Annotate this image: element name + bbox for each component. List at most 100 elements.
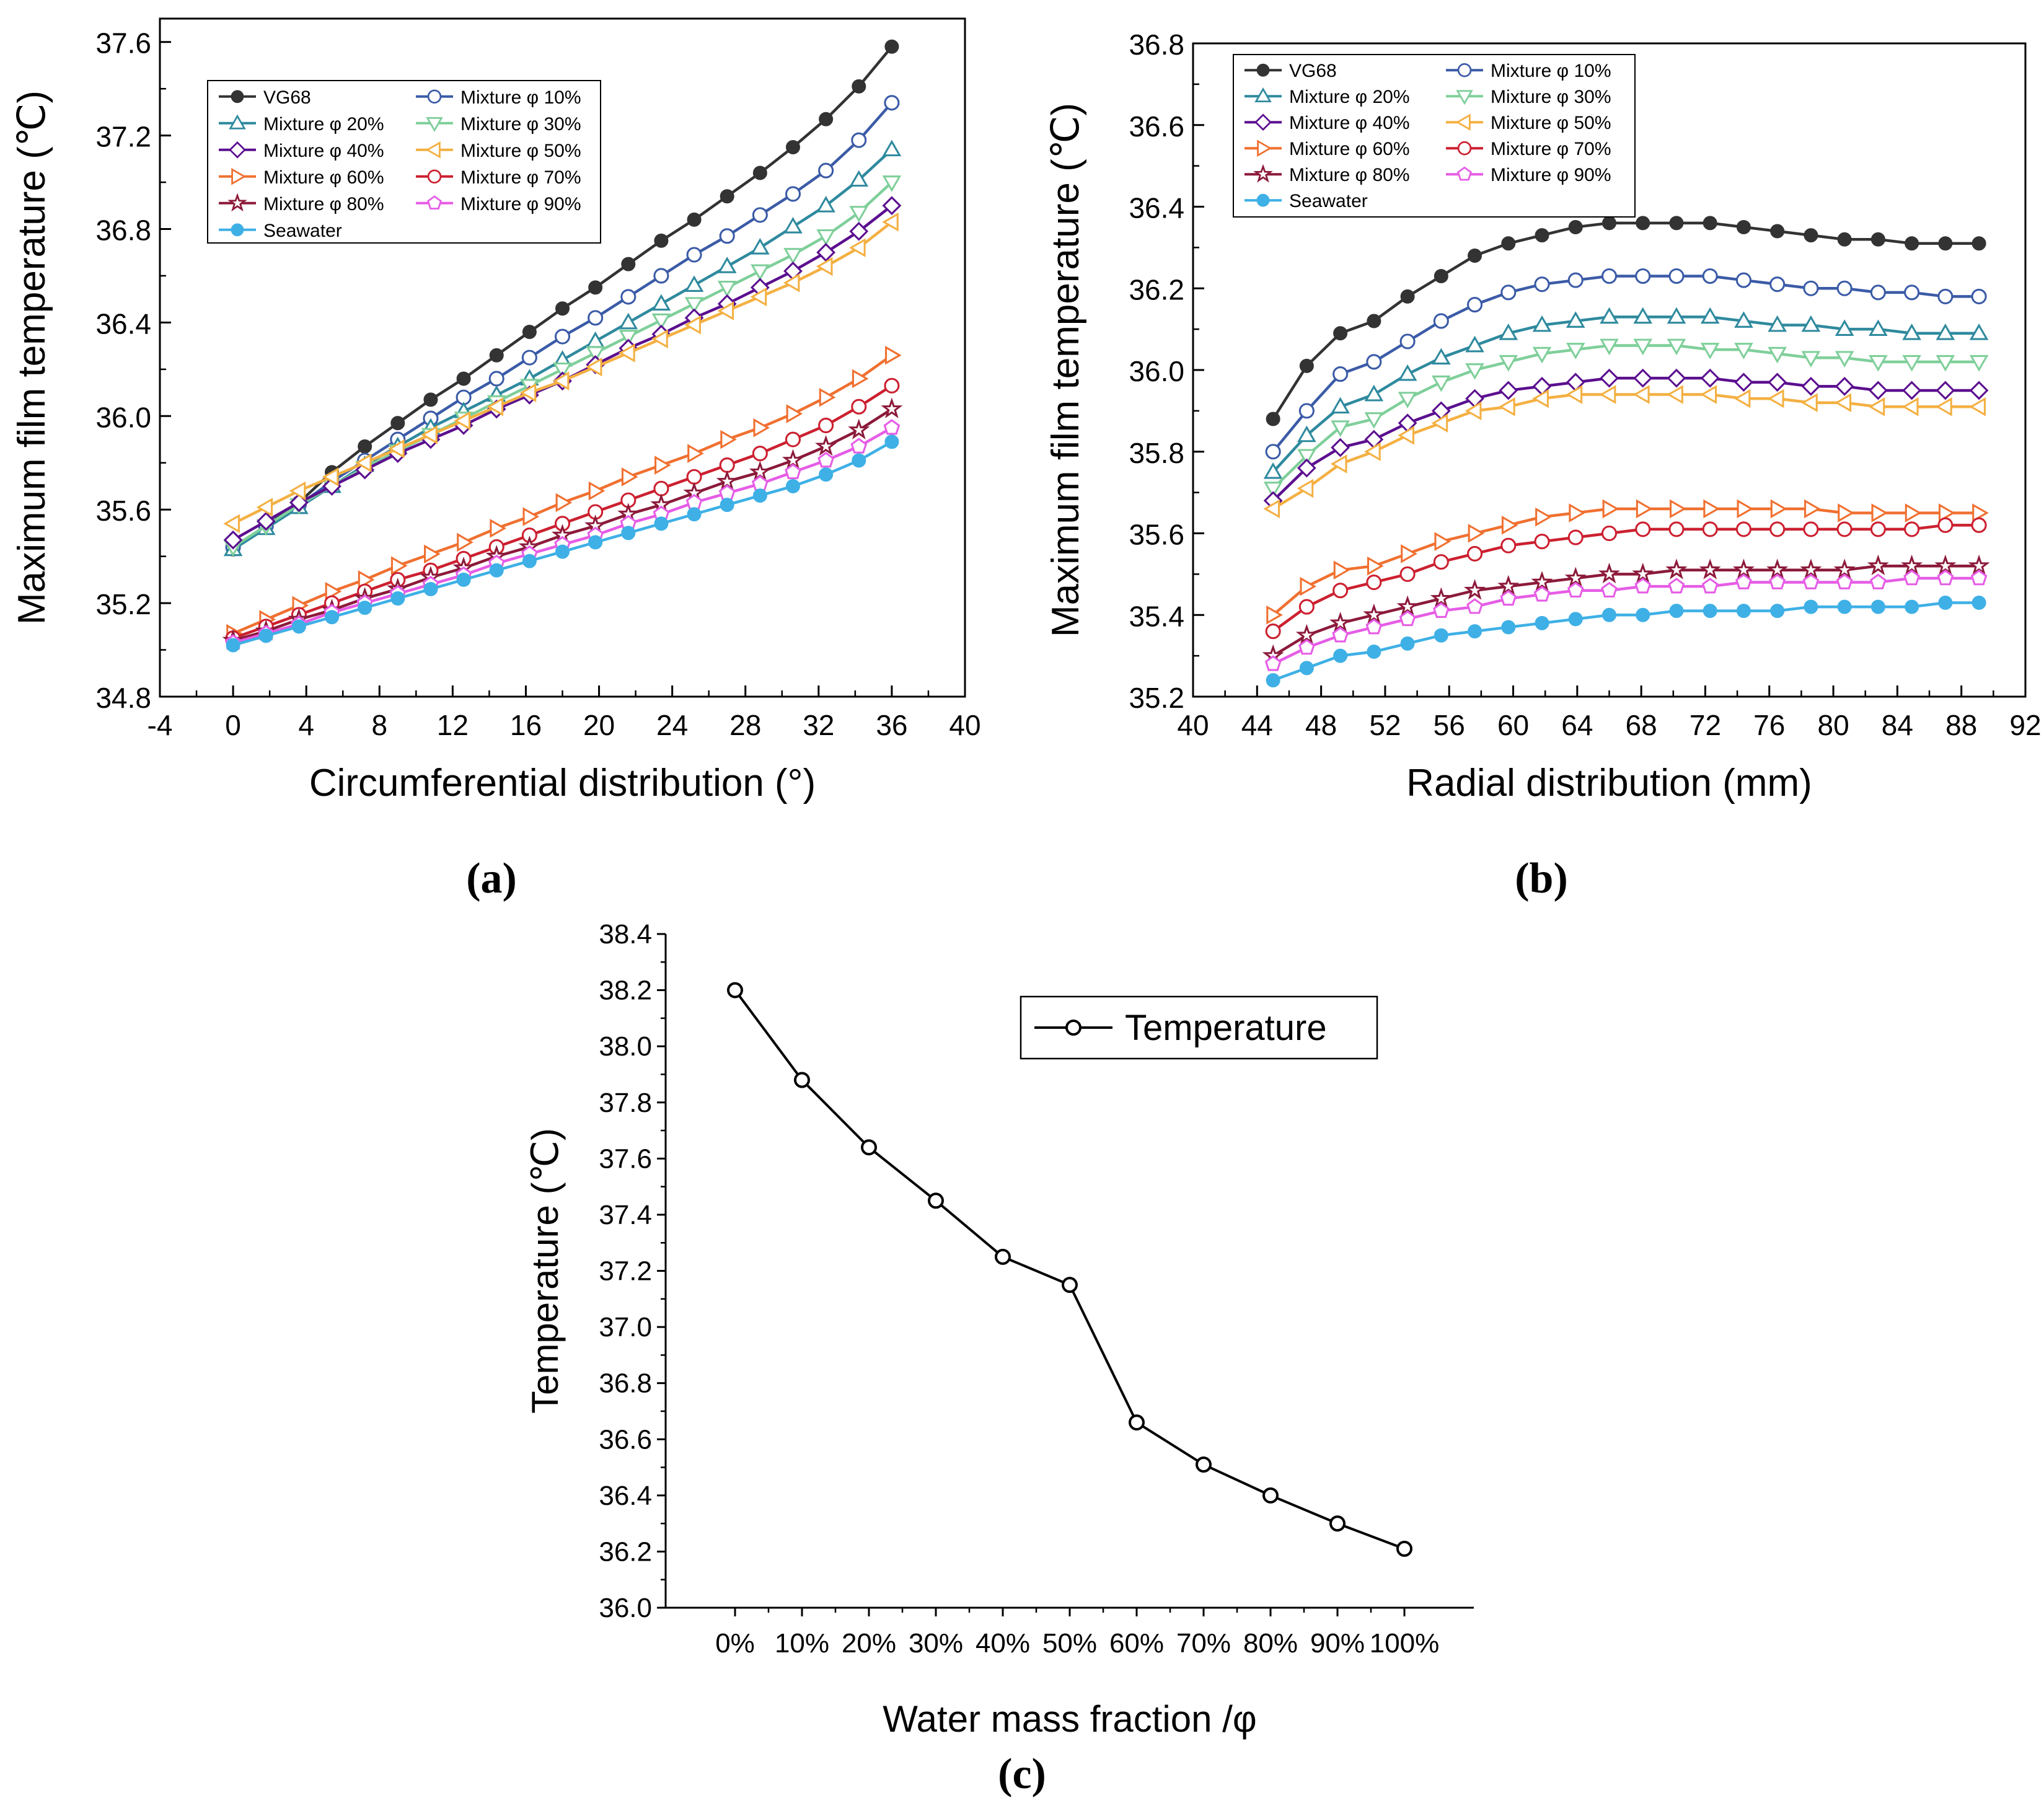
chart-b-point-mixture-phi-40pct — [1869, 381, 1888, 400]
chart-c-point-temperature — [1196, 1456, 1212, 1473]
chart-b-point-mixture-phi-70pct — [1333, 583, 1349, 599]
chart-b-point-vg68 — [1703, 216, 1717, 231]
chart-a-point-seawater — [852, 453, 866, 468]
chart-b-y-tick-label: 36.4 — [1129, 192, 1184, 224]
chart-b-point-mixture-phi-80pct — [1464, 579, 1486, 600]
chart-b-legend-marker-mixture-phi-60pct — [1257, 139, 1272, 157]
chart-a-point-mixture-phi-40pct — [223, 530, 243, 550]
chart-b-legend-box — [1233, 54, 1636, 218]
chart-b-x-tick-label: 68 — [1626, 709, 1657, 741]
chart-b-point-mixture-phi-90pct — [1365, 619, 1383, 635]
chart-b-point-mixture-phi-30pct — [1331, 420, 1350, 437]
chart-b-point-mixture-phi-80pct — [1766, 558, 1789, 579]
chart-a-point-mixture-phi-60pct — [522, 507, 540, 526]
chart-c-x-tick-label: 100% — [1370, 1628, 1440, 1659]
chart-c-x-tick-label: 80% — [1243, 1628, 1298, 1659]
chart-b-point-mixture-phi-20pct — [1902, 323, 1921, 340]
chart-b-point-mixture-phi-70pct — [1769, 521, 1786, 537]
chart-b-point-mixture-phi-10pct — [1433, 313, 1449, 329]
chart-b-point-mixture-phi-70pct — [1534, 534, 1550, 550]
chart-b-point-mixture-phi-40pct — [1835, 376, 1854, 396]
chart-a-point-vg68 — [687, 212, 702, 227]
chart-b-point-mixture-phi-80pct — [1363, 603, 1385, 625]
chart-a-point-mixture-phi-10pct — [521, 350, 537, 366]
chart-b-point-mixture-phi-10pct — [1399, 333, 1416, 350]
chart-c-point-temperature — [1262, 1487, 1279, 1504]
chart-b-y-tick-label: 35.2 — [1129, 682, 1184, 714]
chart-a-point-mixture-phi-70pct — [752, 446, 768, 462]
chart-c-point-temperature — [995, 1248, 1011, 1265]
chart-b-line-seawater — [1272, 601, 1980, 682]
chart-a-point-mixture-phi-70pct — [653, 480, 669, 496]
chart-c-x-axis-title: Water mass fraction /φ — [883, 1698, 1257, 1740]
chart-b-point-mixture-phi-70pct — [1265, 623, 1281, 640]
chart-b-point-mixture-phi-10pct — [1735, 272, 1751, 288]
chart-b-line-mixture-phi-50pct — [1272, 393, 1980, 510]
chart-b-point-mixture-phi-30pct — [1600, 338, 1619, 356]
chart-b-legend-label-mixture-phi-90pct: Mixture φ 90% — [1491, 165, 1611, 185]
chart-b-point-mixture-phi-60pct — [1972, 503, 1989, 522]
chart-a-point-vg68 — [456, 371, 471, 386]
chart-b-point-mixture-phi-60pct — [1838, 503, 1854, 522]
chart-a-point-mixture-phi-90pct — [850, 438, 868, 454]
chart-b-point-mixture-phi-80pct — [1732, 558, 1755, 579]
chart-b-point-vg68 — [1299, 358, 1314, 373]
chart-b-point-mixture-phi-40pct — [1667, 368, 1686, 388]
chart-a-point-mixture-phi-50pct — [487, 397, 504, 416]
chart-b-legend-label-vg68: VG68 — [1289, 61, 1337, 81]
chart-a-point-mixture-phi-80pct — [815, 434, 837, 456]
chart-a-point-vg68 — [819, 112, 834, 126]
chart-b-x-tick-label: 76 — [1753, 709, 1785, 741]
chart-b-point-mixture-phi-50pct — [1431, 413, 1448, 433]
chart-b-x-tick-label: 40 — [1177, 709, 1209, 741]
chart-b-point-mixture-phi-40pct — [1600, 368, 1619, 388]
chart-b-y-tick-label: 35.8 — [1129, 437, 1184, 469]
chart-b-point-mixture-phi-50pct — [1835, 393, 1852, 413]
chart-b-point-mixture-phi-90pct — [1533, 586, 1551, 602]
chart-c-point-temperature — [794, 1072, 810, 1088]
chart-b-point-mixture-phi-80pct — [1901, 554, 1923, 576]
chart-a-point-seawater — [654, 516, 669, 531]
chart-a-point-mixture-phi-10pct — [884, 95, 900, 111]
chart-b-point-seawater — [1266, 673, 1280, 688]
chart-a-point-mixture-phi-80pct — [881, 397, 903, 418]
chart-c-point-temperature — [928, 1192, 944, 1209]
chart-b-point-mixture-phi-60pct — [1501, 516, 1518, 535]
chart-a-point-seawater — [884, 434, 899, 449]
chart-b-series-mixture-phi-60pct — [1266, 499, 1989, 625]
chart-a-y-tick-label: 36.0 — [95, 401, 151, 433]
chart-b-legend-label-mixture-phi-60pct: Mixture φ 60% — [1289, 139, 1410, 159]
chart-b-legend-marker-mixture-phi-90pct — [1457, 166, 1472, 181]
chart-a-legend-marker-mixture-phi-80pct — [227, 193, 247, 212]
chart-a-point-mixture-phi-40pct — [882, 196, 902, 216]
chart-a-point-mixture-phi-50pct — [717, 301, 734, 320]
chart-a-legend-label-mixture-phi-20pct: Mixture φ 20% — [263, 114, 384, 134]
chart-b-point-mixture-phi-10pct — [1635, 268, 1651, 284]
chart-a-legend-marker-mixture-phi-30pct — [426, 117, 443, 132]
chart-a-legend-label-mixture-phi-40pct: Mixture φ 40% — [263, 141, 384, 161]
chart-b-point-seawater — [1837, 599, 1852, 614]
chart-b-point-mixture-phi-10pct — [1265, 444, 1281, 460]
chart-b-point-mixture-phi-50pct — [1733, 389, 1751, 408]
chart-b-point-mixture-phi-80pct — [1833, 558, 1856, 579]
chart-a-point-mixture-phi-50pct — [684, 315, 701, 335]
chart-b-point-mixture-phi-80pct — [1632, 562, 1654, 584]
chart-a-point-mixture-phi-60pct — [588, 481, 606, 501]
chart-b-point-mixture-phi-60pct — [1266, 605, 1283, 625]
chart-b-point-mixture-phi-90pct — [1802, 573, 1820, 589]
chart-b-point-mixture-phi-20pct — [1499, 323, 1518, 340]
chart-b-point-mixture-phi-30pct — [1297, 449, 1316, 466]
chart-a-point-mixture-phi-10pct — [752, 207, 768, 223]
panel-label-b: (b) — [1515, 855, 1568, 902]
chart-b-point-seawater — [1400, 636, 1415, 651]
chart-b-legend-marker-mixture-phi-10pct — [1457, 63, 1472, 77]
chart-a-point-mixture-phi-90pct — [785, 463, 801, 480]
chart-a-point-mixture-phi-40pct — [256, 511, 276, 531]
chart-a-x-tick-label: 32 — [803, 709, 834, 741]
chart-c-y-tick-label: 38.0 — [599, 1031, 652, 1062]
chart-a-point-mixture-phi-50pct — [750, 287, 767, 307]
chart-a-point-mixture-phi-40pct — [849, 221, 869, 241]
chart-a-legend-label-seawater: Seawater — [263, 221, 342, 241]
chart-b-point-mixture-phi-80pct — [1934, 554, 1957, 576]
chart-b-legend-marker-mixture-phi-50pct — [1455, 113, 1471, 131]
